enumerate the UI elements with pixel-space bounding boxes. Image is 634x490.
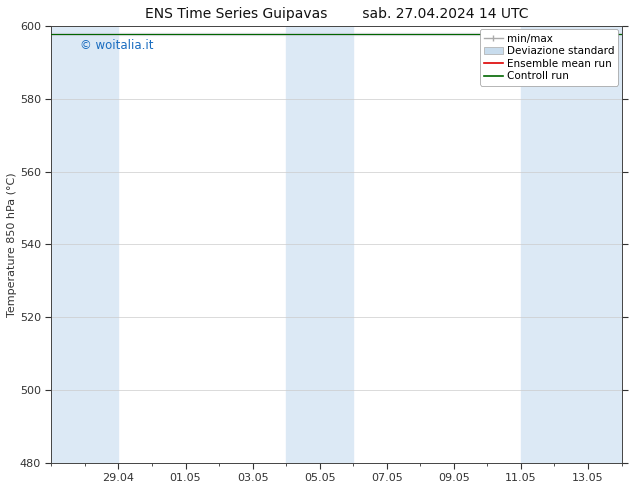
- Text: © woitalia.it: © woitalia.it: [80, 39, 153, 52]
- Legend: min/max, Deviazione standard, Ensemble mean run, Controll run: min/max, Deviazione standard, Ensemble m…: [480, 29, 618, 86]
- Y-axis label: Temperature 850 hPa (°C): Temperature 850 hPa (°C): [7, 172, 17, 317]
- Title: ENS Time Series Guipavas        sab. 27.04.2024 14 UTC: ENS Time Series Guipavas sab. 27.04.2024…: [145, 7, 528, 21]
- Bar: [51, 26, 119, 463]
- Bar: [286, 26, 353, 463]
- Bar: [521, 26, 621, 463]
